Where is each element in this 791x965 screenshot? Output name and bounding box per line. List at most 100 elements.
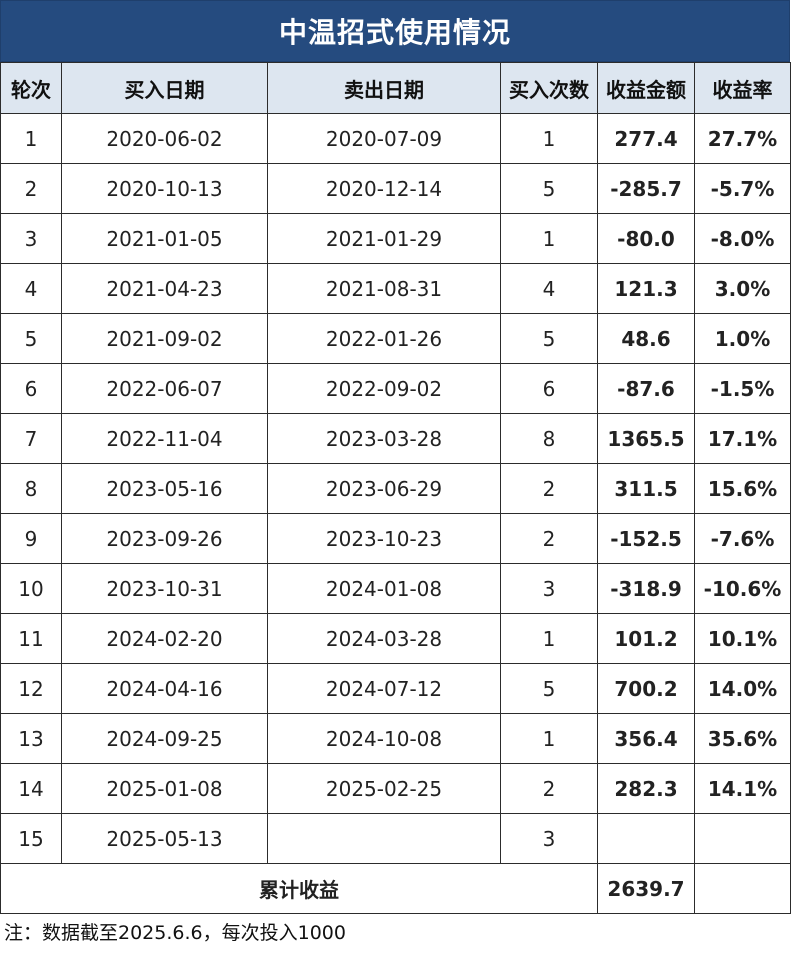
cell-round: 10 <box>0 563 62 614</box>
cell-round: 9 <box>0 513 62 564</box>
cell-rate: 1.0% <box>694 313 791 364</box>
cell-buy-date: 2024-02-20 <box>61 613 268 664</box>
cell-buy-count: 5 <box>500 663 598 714</box>
table-row: 15 2025-05-13 3 <box>0 813 791 864</box>
cell-sell-date <box>267 813 501 864</box>
cell-round: 4 <box>0 263 62 314</box>
table-row: 11 2024-02-20 2024-03-28 1 101.2 10.1% <box>0 613 791 664</box>
cell-profit: 48.6 <box>597 313 695 364</box>
cell-profit: 311.5 <box>597 463 695 514</box>
cell-buy-count: 8 <box>500 413 598 464</box>
cell-buy-count: 6 <box>500 363 598 414</box>
cell-buy-date: 2020-10-13 <box>61 163 268 214</box>
cell-profit: 356.4 <box>597 713 695 764</box>
cell-buy-count: 3 <box>500 563 598 614</box>
cell-profit: -152.5 <box>597 513 695 564</box>
cell-round: 8 <box>0 463 62 514</box>
cell-sell-date: 2023-06-29 <box>267 463 501 514</box>
table-row: 1 2020-06-02 2020-07-09 1 277.4 27.7% <box>0 113 791 164</box>
cell-sell-date: 2023-10-23 <box>267 513 501 564</box>
cell-buy-count: 1 <box>500 613 598 664</box>
trade-table: 轮次 买入日期 卖出日期 买入次数 收益金额 收益率 1 2020-06-02 20… <box>0 62 791 914</box>
table-row: 3 2021-01-05 2021-01-29 1 -80.0 -8.0% <box>0 213 791 264</box>
table-body: 1 2020-06-02 2020-07-09 1 277.4 27.7% 2 2020-10… <box>0 113 791 864</box>
cell-rate: -5.7% <box>694 163 791 214</box>
table-row: 8 2023-05-16 2023-06-29 2 311.5 15.6% <box>0 463 791 514</box>
cell-buy-date: 2022-11-04 <box>61 413 268 464</box>
cell-rate: 27.7% <box>694 113 791 164</box>
cell-rate: -8.0% <box>694 213 791 264</box>
cell-rate: -1.5% <box>694 363 791 414</box>
header-buy-date: 买入日期 <box>61 62 268 114</box>
cell-rate: 10.1% <box>694 613 791 664</box>
cell-profit: -87.6 <box>597 363 695 414</box>
cell-round: 13 <box>0 713 62 764</box>
table-row: 2 2020-10-13 2020-12-14 5 -285.7 -5.7% <box>0 163 791 214</box>
cell-round: 15 <box>0 813 62 864</box>
total-label: 累计收益 <box>0 863 598 914</box>
total-row: 累计收益 2639.7 <box>0 863 791 914</box>
cell-profit <box>597 813 695 864</box>
cell-round: 6 <box>0 363 62 414</box>
cell-round: 7 <box>0 413 62 464</box>
table-row: 13 2024-09-25 2024-10-08 1 356.4 35.6% <box>0 713 791 764</box>
cell-buy-count: 5 <box>500 163 598 214</box>
cell-round: 1 <box>0 113 62 164</box>
cell-buy-date: 2023-05-16 <box>61 463 268 514</box>
header-row: 轮次 买入日期 卖出日期 买入次数 收益金额 收益率 <box>0 62 791 114</box>
cell-buy-date: 2024-04-16 <box>61 663 268 714</box>
cell-sell-date: 2021-08-31 <box>267 263 501 314</box>
cell-sell-date: 2022-09-02 <box>267 363 501 414</box>
cell-buy-date: 2021-09-02 <box>61 313 268 364</box>
cell-buy-date: 2020-06-02 <box>61 113 268 164</box>
cell-rate: 3.0% <box>694 263 791 314</box>
table-row: 7 2022-11-04 2023-03-28 8 1365.5 17.1% <box>0 413 791 464</box>
table-row: 12 2024-04-16 2024-07-12 5 700.2 14.0% <box>0 663 791 714</box>
cell-buy-count: 1 <box>500 713 598 764</box>
total-value: 2639.7 <box>597 863 695 914</box>
cell-sell-date: 2022-01-26 <box>267 313 501 364</box>
header-round: 轮次 <box>0 62 62 114</box>
cell-rate: 14.0% <box>694 663 791 714</box>
cell-round: 12 <box>0 663 62 714</box>
cell-round: 2 <box>0 163 62 214</box>
table-row: 4 2021-04-23 2021-08-31 4 121.3 3.0% <box>0 263 791 314</box>
cell-buy-count: 2 <box>500 463 598 514</box>
title-banner: 中温招式使用情况 <box>0 0 790 62</box>
cell-buy-date: 2024-09-25 <box>61 713 268 764</box>
table-row: 9 2023-09-26 2023-10-23 2 -152.5 -7.6% <box>0 513 791 564</box>
cell-profit: -318.9 <box>597 563 695 614</box>
page-title: 中温招式使用情况 <box>278 16 511 49</box>
cell-buy-count: 1 <box>500 213 598 264</box>
cell-buy-count: 5 <box>500 313 598 364</box>
header-buy-count: 买入次数 <box>500 62 598 114</box>
cell-profit: -285.7 <box>597 163 695 214</box>
cell-round: 3 <box>0 213 62 264</box>
table-row: 10 2023-10-31 2024-01-08 3 -318.9 -10.6% <box>0 563 791 614</box>
header-profit: 收益金额 <box>597 62 695 114</box>
cell-sell-date: 2024-07-12 <box>267 663 501 714</box>
cell-round: 5 <box>0 313 62 364</box>
cell-profit: 1365.5 <box>597 413 695 464</box>
cell-rate: -7.6% <box>694 513 791 564</box>
cell-sell-date: 2020-07-09 <box>267 113 501 164</box>
cell-buy-date: 2021-01-05 <box>61 213 268 264</box>
table-row: 6 2022-06-07 2022-09-02 6 -87.6 -1.5% <box>0 363 791 414</box>
cell-rate: 35.6% <box>694 713 791 764</box>
cell-sell-date: 2020-12-14 <box>267 163 501 214</box>
cell-sell-date: 2024-03-28 <box>267 613 501 664</box>
total-empty-cell <box>694 863 791 914</box>
cell-buy-count: 2 <box>500 513 598 564</box>
cell-sell-date: 2024-10-08 <box>267 713 501 764</box>
table-row: 14 2025-01-08 2025-02-25 2 282.3 14.1% <box>0 763 791 814</box>
cell-round: 14 <box>0 763 62 814</box>
cell-profit: 700.2 <box>597 663 695 714</box>
cell-profit: -80.0 <box>597 213 695 264</box>
cell-profit: 121.3 <box>597 263 695 314</box>
cell-rate: 15.6% <box>694 463 791 514</box>
cell-sell-date: 2024-01-08 <box>267 563 501 614</box>
cell-round: 11 <box>0 613 62 664</box>
cell-buy-date: 2023-09-26 <box>61 513 268 564</box>
cell-rate: 14.1% <box>694 763 791 814</box>
table-row: 5 2021-09-02 2022-01-26 5 48.6 1.0% <box>0 313 791 364</box>
